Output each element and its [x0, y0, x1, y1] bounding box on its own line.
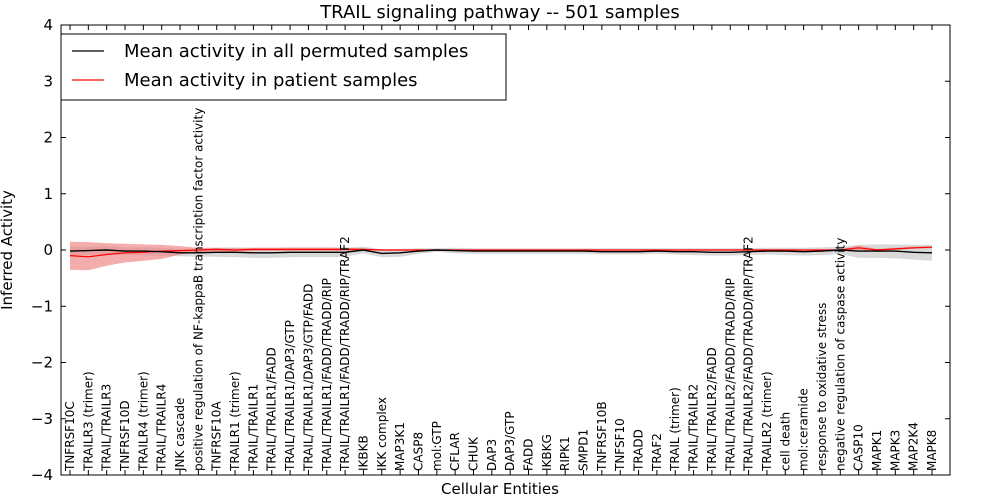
x-tick-label: TRAIL/TRAILR1/DAP3/GTP/FADD: [301, 284, 315, 472]
x-tick-label: TRAIL/TRAILR2/FADD/TRADD/RIP/TRAF2: [742, 236, 756, 472]
x-tick-label: TRAIL/TRAILR3: [100, 384, 114, 472]
x-tick-label: TRAIL/TRAILR2/FADD: [705, 347, 719, 472]
x-tick-label: MAPK8: [925, 430, 939, 471]
plot-frame: [60, 24, 951, 476]
x-tick-label: cell death: [778, 412, 792, 471]
x-tick-label: TRAIL/TRAILR1/FADD: [265, 347, 279, 472]
x-tick-label: CASP10: [852, 424, 866, 471]
y-tick-label: −2: [31, 354, 53, 372]
x-tick-label: CHUK: [467, 436, 481, 471]
x-tick-label: positive regulation of NF-kappaB transcr…: [191, 108, 205, 471]
x-tick-label: TRAIL/TRAILR1/FADD/TRADD/RIP/TRAF2: [338, 236, 352, 472]
x-tick-label: TRAIL (trimer): [668, 387, 682, 472]
x-tick-label: TRAIL/TRAILR1: [246, 384, 260, 472]
series-lines: [69, 246, 933, 258]
chart-title: TRAIL signaling pathway -- 501 samples: [319, 2, 680, 23]
x-tick-label: IKBKG: [540, 434, 554, 471]
x-tick-label: SMPD1: [577, 429, 591, 471]
x-tick-labels: TNFRSF10C TRAILR3 (trimer) TRAIL/TRAILR3 TN…: [63, 108, 939, 472]
x-tick-label: FADD: [522, 439, 536, 472]
axis-ticks: [61, 24, 950, 476]
y-tick-label: 0: [43, 241, 53, 259]
x-tick-label: TRAIL/TRAILR4: [155, 384, 169, 472]
confidence-bands: [70, 241, 932, 271]
x-tick-label: response to oxidative stress: [815, 303, 829, 471]
x-axis-label: Cellular Entities: [441, 480, 559, 498]
x-tick-label: TRAILR1 (trimer): [228, 371, 242, 472]
y-tick-label: 4: [43, 16, 53, 34]
x-tick-label: mol:GTP: [430, 421, 444, 471]
x-tick-label: TRAIL/TRAILR2/FADD/TRADD/RIP: [723, 278, 737, 472]
x-tick-label: DAP3/GTP: [503, 411, 517, 471]
y-tick-label: 1: [43, 185, 53, 203]
x-tick-label: CFLAR: [448, 432, 462, 471]
x-tick-label: CASP8: [412, 432, 426, 471]
x-tick-label: TRAILR3 (trimer): [81, 371, 95, 472]
legend-box: [60, 33, 507, 101]
x-tick-label: negative regulation of caspase activity: [833, 238, 847, 471]
y-axis-label: Inferred Activity: [0, 190, 16, 310]
y-tick-label: −3: [31, 410, 53, 428]
x-tick-label: IKK complex: [375, 397, 389, 471]
x-tick-label: DAP3: [485, 439, 499, 471]
permuted-mean-line: [69, 249, 933, 255]
y-tick-label: 3: [43, 72, 53, 90]
x-tick-label: TRAF2: [650, 433, 664, 472]
legend-label-permuted: Mean activity in all permuted samples: [124, 41, 468, 62]
x-tick-label: TRAIL/TRAILR2: [687, 384, 701, 472]
legend: Mean activity in all permuted samples Me…: [60, 33, 507, 101]
x-tick-label: TNFRSF10A: [210, 401, 224, 472]
patient-mean-line: [69, 246, 933, 258]
y-tick-label: −1: [31, 297, 53, 315]
x-tick-label: RIPK1: [558, 436, 572, 471]
x-tick-label: TRADD: [632, 429, 646, 472]
x-tick-label: TNFRSF10D: [118, 400, 132, 472]
x-tick-label: MAPK3: [888, 430, 902, 471]
x-tick-label: TRAIL/TRAILR1/DAP3/GTP: [283, 320, 297, 472]
legend-label-patient: Mean activity in patient samples: [124, 70, 418, 91]
x-tick-label: MAP3K1: [393, 422, 407, 471]
x-tick-label: IKBKB: [356, 435, 370, 471]
x-tick-label: TNFSF10: [613, 418, 627, 472]
x-tick-label: TRAIL/TRAILR1/FADD/TRADD/RIP: [320, 278, 334, 472]
x-tick-label: TRAILR2 (trimer): [760, 371, 774, 472]
y-tick-labels: 4 3 2 1 0 −1 −2 −3 −4: [31, 16, 53, 484]
y-tick-label: 2: [43, 129, 53, 147]
x-tick-label: MAP2K4: [907, 422, 921, 471]
x-tick-label: TRAILR4 (trimer): [136, 371, 150, 472]
x-tick-label: mol:ceramide: [797, 388, 811, 471]
x-tick-label: JNK cascade: [173, 398, 187, 472]
y-tick-label: −4: [31, 466, 53, 484]
x-tick-label: MAPK1: [870, 430, 884, 471]
x-tick-label: TNFRSF10C: [63, 401, 77, 472]
patient-band: [70, 241, 932, 271]
x-tick-label: TNFRSF10B: [595, 401, 609, 472]
